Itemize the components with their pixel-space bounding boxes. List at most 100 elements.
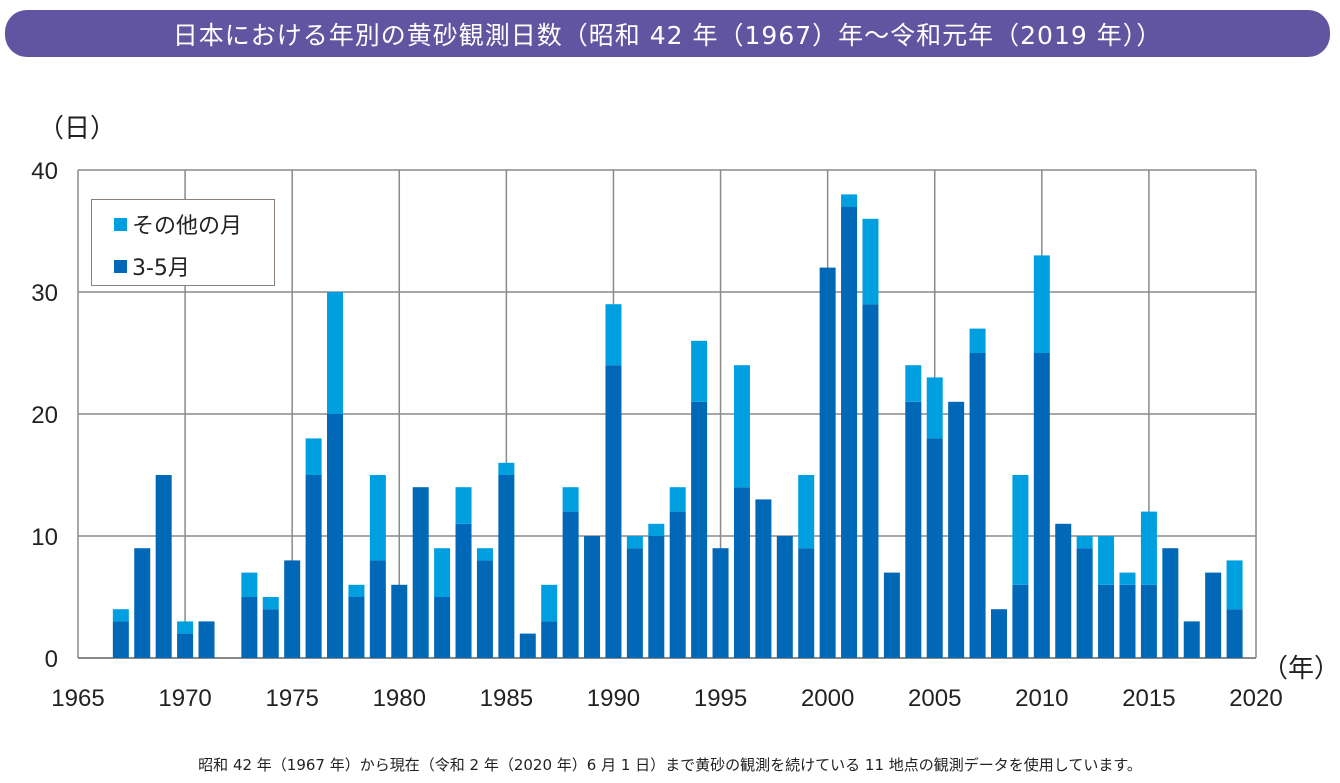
bar-spring-1971 (198, 621, 215, 658)
bar-spring-2013 (1098, 584, 1115, 658)
chart-title-banner: 日本における年別の黄砂観測日数（昭和 42 年（1967）年～令和元年（2019… (5, 10, 1330, 57)
bar-spring-1980 (391, 584, 408, 658)
x-tick-label: 1995 (694, 685, 747, 712)
x-tick-label: 1965 (51, 685, 104, 712)
y-axis-unit: （日） (38, 114, 117, 144)
x-tick-label: 1980 (373, 685, 426, 712)
bar-spring-1969 (155, 475, 172, 658)
bar-spring-2001 (841, 206, 858, 658)
bar-other-1974 (262, 597, 279, 610)
bar-other-2012 (1076, 536, 1093, 549)
bar-spring-1989 (584, 536, 601, 658)
bar-other-1973 (241, 572, 258, 597)
bar-other-1983 (455, 487, 472, 524)
bar-other-2004 (905, 365, 922, 402)
x-tick-label: 2005 (908, 685, 961, 712)
bar-spring-1988 (562, 511, 579, 658)
x-tick-label: 1990 (587, 685, 640, 712)
bar-other-1988 (562, 487, 579, 512)
bar-spring-1998 (776, 536, 793, 658)
bar-spring-2009 (1012, 584, 1029, 658)
bar-spring-2012 (1076, 548, 1093, 658)
bar-other-2005 (926, 377, 943, 439)
x-axis-unit: （年） (1262, 654, 1340, 684)
bar-other-1996 (733, 365, 750, 488)
bar-other-1982 (434, 548, 451, 597)
legend-label-spring: 3-5月 (132, 256, 190, 281)
bar-spring-1976 (305, 475, 322, 658)
bar-other-1993 (669, 487, 686, 512)
x-tick-label: 1975 (265, 685, 318, 712)
bar-spring-1993 (669, 511, 686, 658)
bar-spring-1990 (605, 365, 622, 658)
bar-spring-1978 (348, 597, 365, 658)
bar-spring-2003 (883, 572, 900, 658)
bar-other-1976 (305, 438, 322, 475)
bar-other-2014 (1119, 572, 1136, 585)
bar-other-1990 (605, 304, 622, 366)
bar-spring-1970 (177, 633, 194, 658)
legend-swatch-spring (114, 259, 127, 273)
bar-other-1979 (369, 475, 386, 561)
y-tick-label: 30 (31, 280, 58, 307)
bar-spring-1983 (455, 523, 472, 658)
bar-spring-1982 (434, 597, 451, 658)
legend-label-other: その他の月 (132, 214, 243, 239)
bar-spring-1968 (134, 548, 151, 658)
bar-other-1978 (348, 584, 365, 597)
x-tick-label: 2020 (1229, 685, 1282, 712)
bar-spring-2010 (1033, 353, 1050, 658)
bar-other-1991 (626, 536, 643, 549)
x-tick-label: 1970 (158, 685, 211, 712)
bar-other-2010 (1033, 255, 1050, 353)
bar-other-2013 (1098, 536, 1115, 585)
bar-spring-2016 (1162, 548, 1179, 658)
bar-spring-2018 (1205, 572, 1222, 658)
bar-spring-2015 (1140, 584, 1157, 658)
bar-other-2007 (969, 328, 986, 353)
bar-spring-1986 (519, 633, 536, 658)
bar-other-2015 (1140, 511, 1157, 585)
bar-spring-2011 (1055, 523, 1072, 658)
bar-other-1970 (177, 621, 194, 634)
y-tick-label: 0 (45, 646, 58, 673)
bar-other-1992 (648, 523, 665, 536)
bar-spring-1992 (648, 536, 665, 658)
bar-spring-2014 (1119, 584, 1136, 658)
bar-spring-1997 (755, 499, 772, 658)
bar-other-1967 (112, 609, 129, 622)
bar-spring-1999 (798, 548, 815, 658)
bar-other-2002 (862, 218, 879, 305)
bar-spring-1994 (691, 401, 708, 658)
x-tick-label: 2000 (801, 685, 854, 712)
bar-spring-2017 (1183, 621, 1200, 658)
legend-item-other: その他の月 (114, 208, 242, 240)
bar-spring-1991 (626, 548, 643, 658)
bar-spring-1973 (241, 597, 258, 658)
bar-spring-2007 (969, 353, 986, 658)
bar-spring-1981 (412, 487, 429, 658)
bar-spring-1985 (498, 475, 515, 658)
bar-other-2009 (1012, 475, 1029, 585)
y-tick-label: 40 (31, 158, 58, 185)
bar-spring-2004 (905, 401, 922, 658)
bar-spring-2000 (819, 267, 836, 658)
legend-item-spring: 3-5月 (114, 250, 190, 282)
bar-spring-2019 (1226, 609, 1243, 658)
bar-spring-1975 (284, 560, 301, 658)
legend: その他の月 3-5月 (91, 199, 275, 286)
bar-other-1987 (541, 584, 558, 622)
x-tick-label: 1985 (480, 685, 533, 712)
bar-other-1999 (798, 475, 815, 549)
bar-other-1977 (327, 292, 344, 414)
y-tick-label: 20 (31, 402, 58, 429)
bar-spring-1977 (327, 414, 344, 658)
bar-spring-1979 (369, 560, 386, 658)
legend-swatch-other (114, 217, 127, 231)
bar-spring-2002 (862, 304, 879, 658)
y-tick-label: 10 (31, 524, 58, 551)
x-tick-label: 2010 (1015, 685, 1068, 712)
bar-spring-1995 (712, 548, 729, 658)
x-tick-label: 2015 (1122, 685, 1175, 712)
